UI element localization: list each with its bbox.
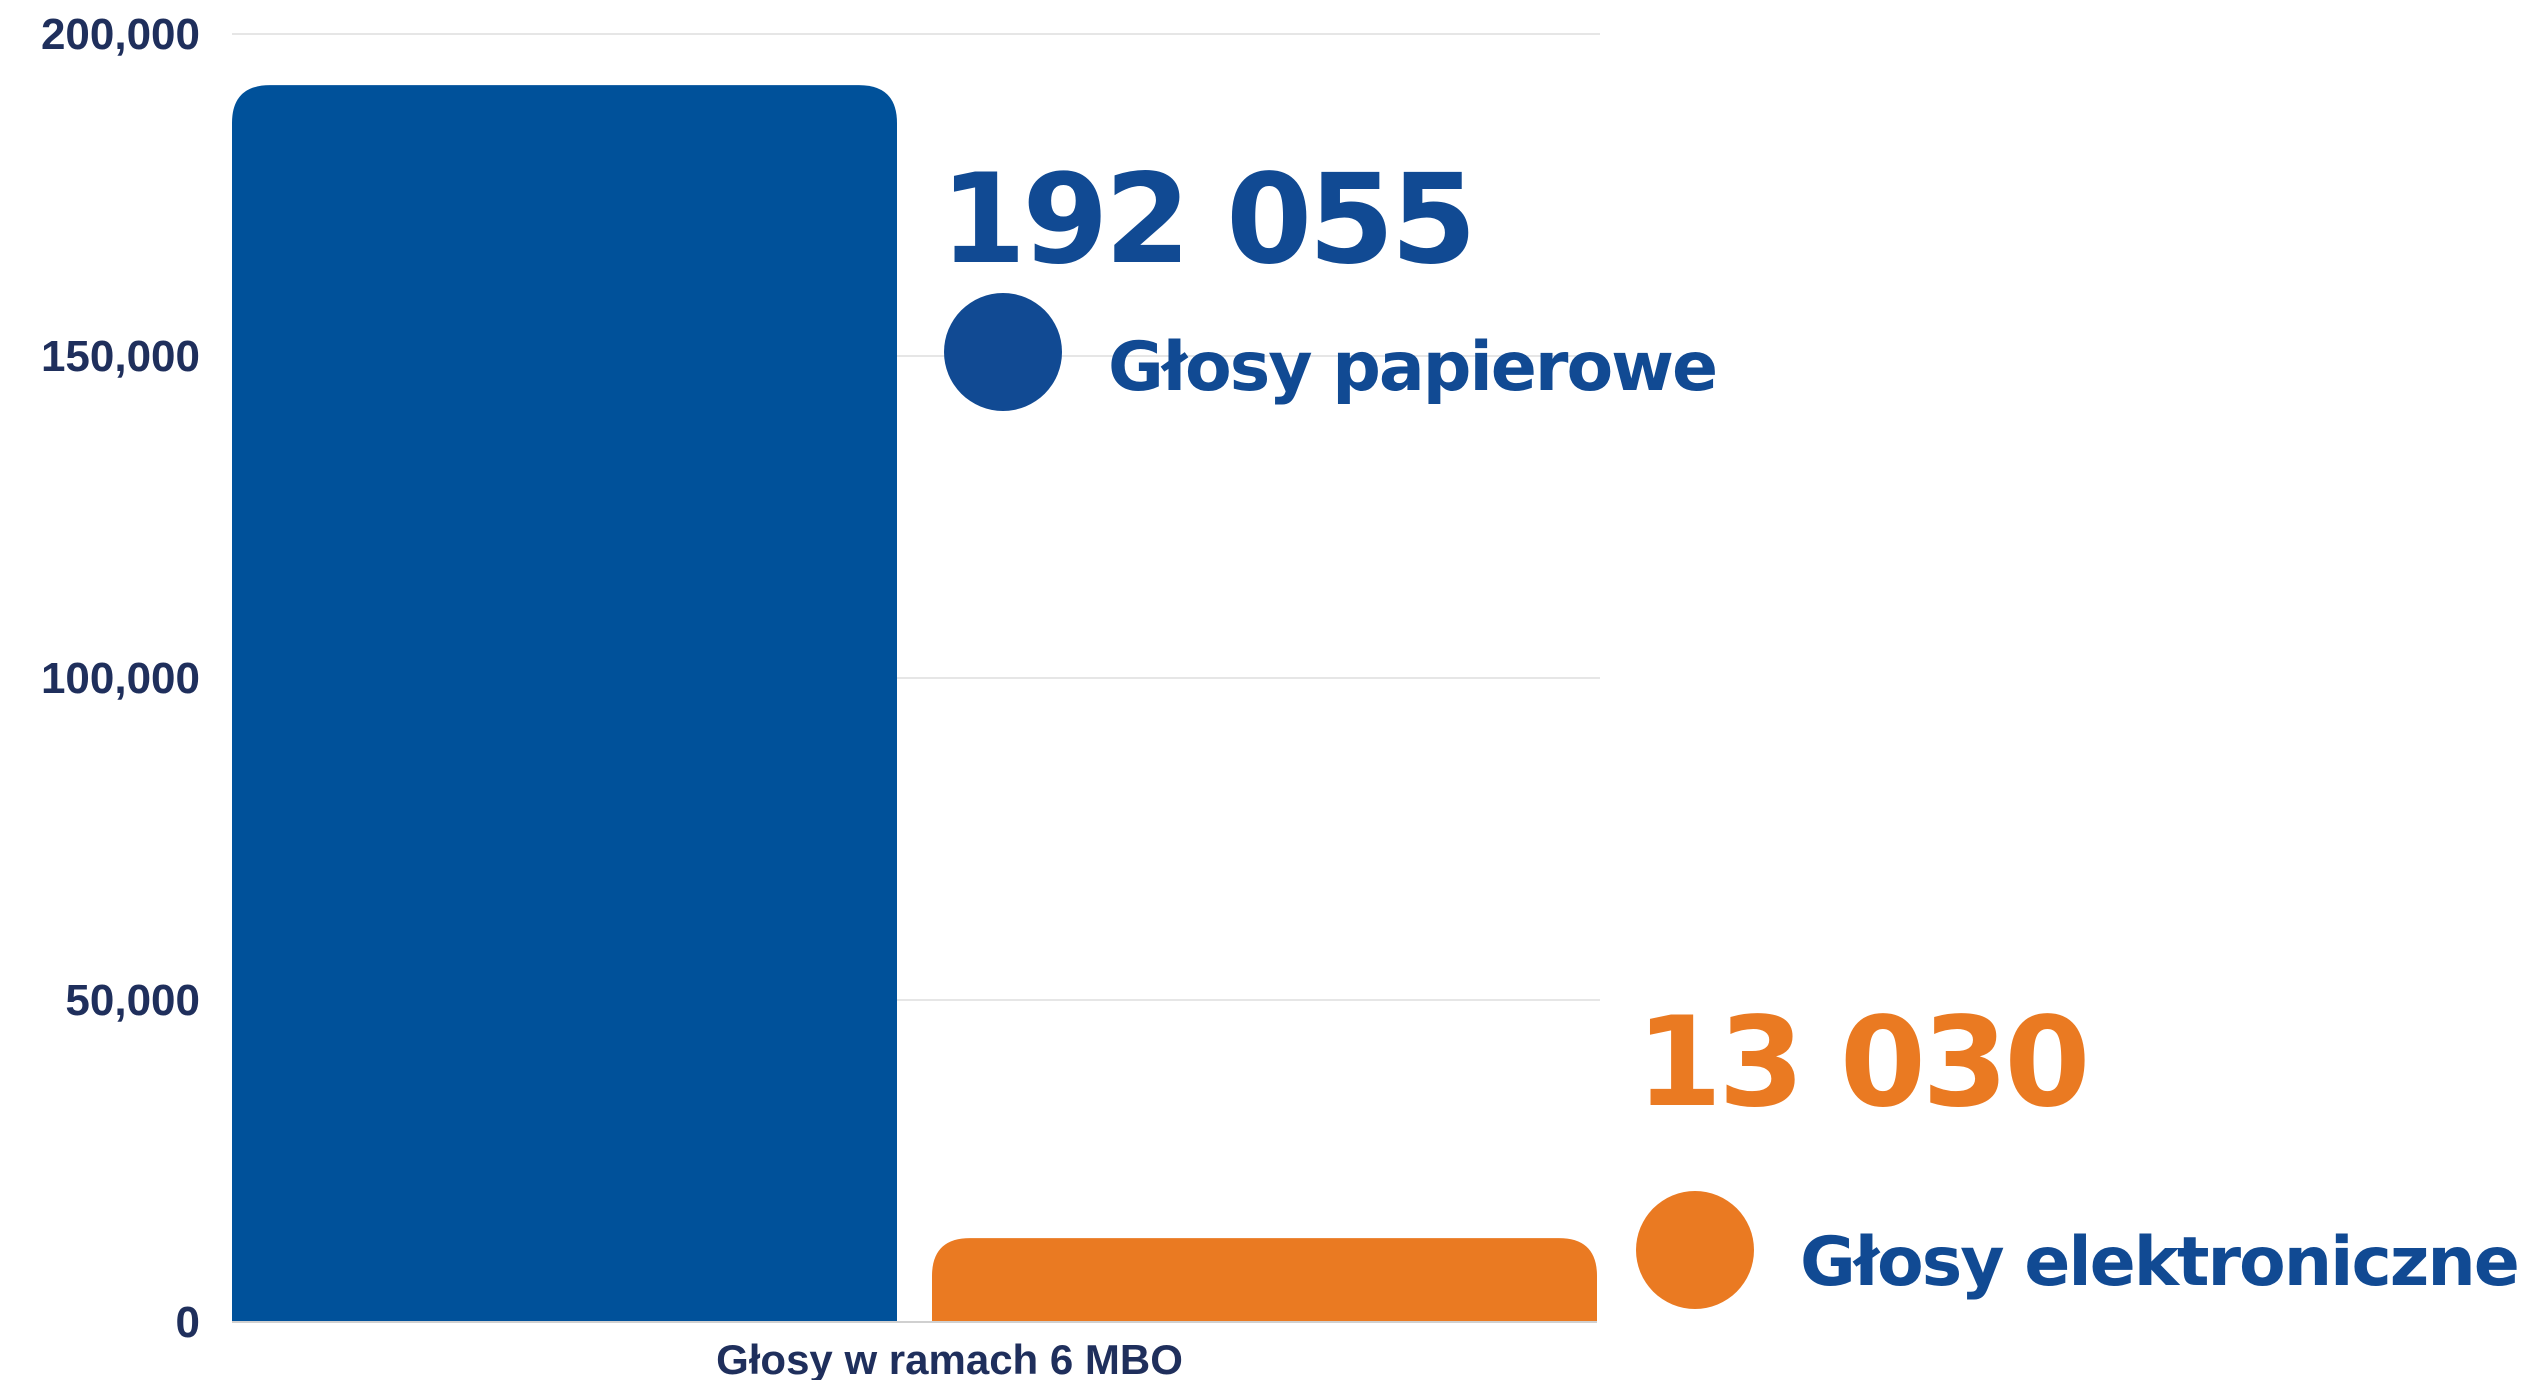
x-category-label: Głosy w ramach 6 MBO: [716, 1336, 1183, 1380]
legend-marker: [1636, 1191, 1754, 1309]
bars: [232, 85, 1597, 1323]
bar-electronic-votes: [932, 1238, 1597, 1322]
y-tick-label: 50,000: [65, 976, 200, 1025]
bar-paper-votes: [232, 85, 897, 1323]
legend-label: Głosy elektroniczne: [1800, 1223, 2518, 1302]
y-tick-label: 150,000: [41, 332, 200, 381]
value-labels-and-legend: 192 055 Głosy papierowe 13 030 Głosy elektr…: [940, 148, 2520, 1309]
value-label: 13 030: [1636, 991, 2087, 1135]
value-label: 192 055: [940, 148, 1473, 292]
y-tick-label: 200,000: [41, 10, 200, 59]
legend-label: Głosy papierowe: [1108, 328, 1716, 407]
y-axis-ticks: 0 50,000 100,000 150,000 200,000: [41, 10, 200, 1347]
legend-marker: [944, 293, 1062, 411]
y-tick-label: 0: [176, 1298, 200, 1347]
y-tick-label: 100,000: [41, 654, 200, 703]
